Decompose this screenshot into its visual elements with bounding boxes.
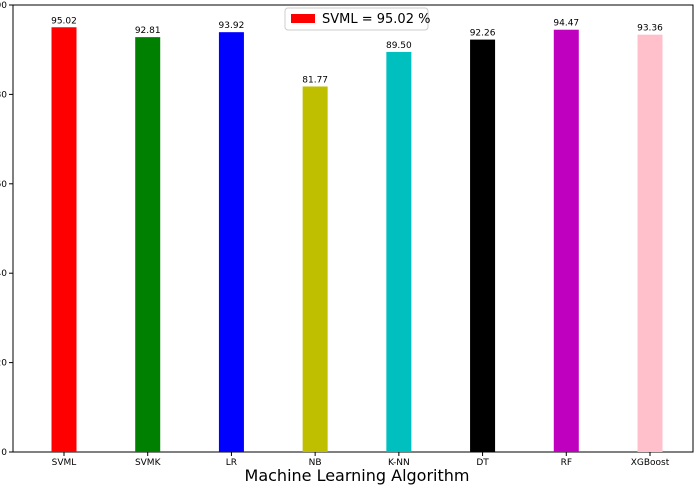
bars-group: 95.02 92.81 93.92 81.77 89.50 92.26 94.47 93.36 [51,16,663,453]
legend-swatch [291,14,315,23]
bar-value-label: 81.77 [302,75,328,85]
bar-svml [51,27,77,453]
plot-area [12,4,694,453]
bar-value-label: 93.92 [219,21,245,31]
x-tick-label: DT [476,458,489,468]
y-axis: 0 20 40 60 80 100 [0,1,13,458]
bar-value-label: 92.26 [470,29,496,39]
bar-value-label: 89.50 [386,41,412,51]
bar-value-label: 94.47 [553,19,579,29]
x-axis: SVML SVMK LR NB K-NN DT RF XGBoost [52,452,670,468]
bar-xgboost [637,34,663,453]
x-axis-label: Machine Learning Algorithm [245,466,470,485]
y-tick-label: 0 [1,448,7,458]
bar-lr [218,32,244,452]
bar-dt [470,39,496,452]
bar-value-label: 95.02 [51,16,77,26]
x-tick-label: LR [226,458,237,468]
x-tick-label: NB [309,458,322,468]
y-tick-label: 40 [0,269,7,279]
x-tick-label: RF [561,458,572,468]
legend-label: SVML = 95.02 % [322,12,430,27]
y-tick-label: 60 [0,180,7,190]
x-tick-label: K-NN [388,458,410,468]
bar-nb [302,86,328,452]
legend: SVML = 95.02 % [284,7,430,31]
bar-k-nn [386,51,412,453]
legend-box [284,7,429,31]
bar-value-label: 93.36 [637,24,663,34]
y-tick-label: 20 [0,359,7,369]
x-tick-label: XGBoost [631,458,670,468]
x-tick-label: SVMK [135,458,162,468]
bar-value-label: 92.81 [135,26,161,36]
x-tick-label: SVML [52,458,77,468]
bar-svmk [135,37,161,452]
bar-rf [553,29,579,452]
y-tick-label: 80 [0,90,7,100]
y-tick-label: 100 [0,1,7,11]
